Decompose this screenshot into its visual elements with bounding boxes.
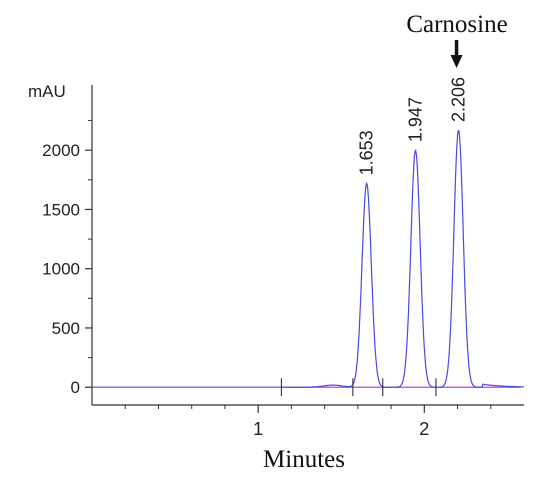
y-tick-label: 0 [71, 378, 80, 397]
y-ticks: 0 500 1000 1500 2000 [42, 121, 92, 398]
carnosine-arrow-head [451, 55, 463, 68]
carnosine-annotation: Carnosine [406, 11, 507, 38]
peak-label: 1.947 [406, 97, 426, 142]
y-tick-label: 2000 [42, 141, 80, 160]
y-tick-label: 1000 [42, 260, 80, 279]
x-tick-label: 1 [253, 419, 263, 439]
x-tick-label: 2 [419, 419, 429, 439]
peak-label: 2.206 [449, 77, 469, 122]
y-tick-label: 500 [52, 319, 80, 338]
peak-labels: 1.653 1.947 2.206 [357, 77, 469, 175]
peak-label: 1.653 [357, 130, 377, 175]
y-tick-label: 1500 [42, 200, 80, 219]
y-axis-unit: mAU [28, 82, 66, 101]
signal-trace [92, 131, 524, 388]
x-axis-title: Minutes [263, 446, 345, 473]
